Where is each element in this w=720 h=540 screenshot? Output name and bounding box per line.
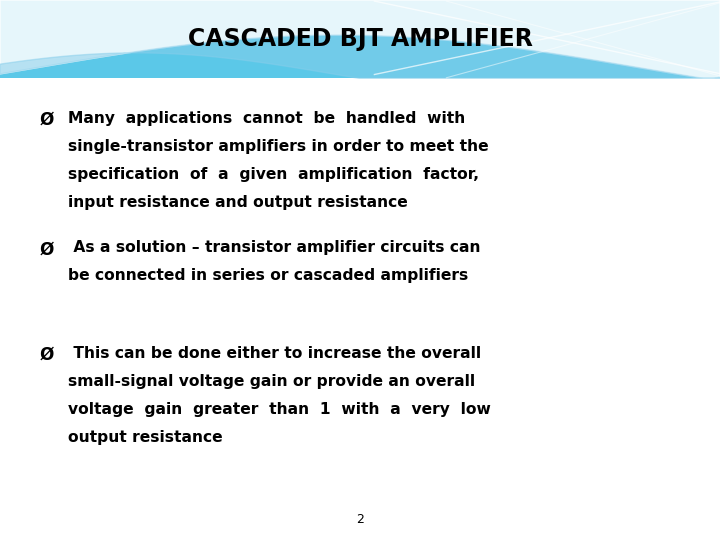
Text: Ø: Ø xyxy=(40,111,54,129)
FancyBboxPatch shape xyxy=(0,0,720,78)
Text: single-transistor amplifiers in order to meet the: single-transistor amplifiers in order to… xyxy=(68,139,489,154)
Text: Ø: Ø xyxy=(40,346,54,363)
Text: output resistance: output resistance xyxy=(68,430,223,445)
Text: Many  applications  cannot  be  handled  with: Many applications cannot be handled with xyxy=(68,111,466,126)
Text: 2: 2 xyxy=(356,513,364,526)
Text: input resistance and output resistance: input resistance and output resistance xyxy=(68,195,408,210)
Text: specification  of  a  given  amplification  factor,: specification of a given amplification f… xyxy=(68,167,480,182)
Text: This can be done either to increase the overall: This can be done either to increase the … xyxy=(68,346,482,361)
Text: be connected in series or cascaded amplifiers: be connected in series or cascaded ampli… xyxy=(68,268,469,284)
Text: As a solution – transistor amplifier circuits can: As a solution – transistor amplifier cir… xyxy=(68,240,481,255)
Text: Ø: Ø xyxy=(40,240,54,258)
Text: CASCADED BJT AMPLIFIER: CASCADED BJT AMPLIFIER xyxy=(188,27,532,51)
Text: voltage  gain  greater  than  1  with  a  very  low: voltage gain greater than 1 with a very … xyxy=(68,402,491,417)
Text: small-signal voltage gain or provide an overall: small-signal voltage gain or provide an … xyxy=(68,374,475,389)
